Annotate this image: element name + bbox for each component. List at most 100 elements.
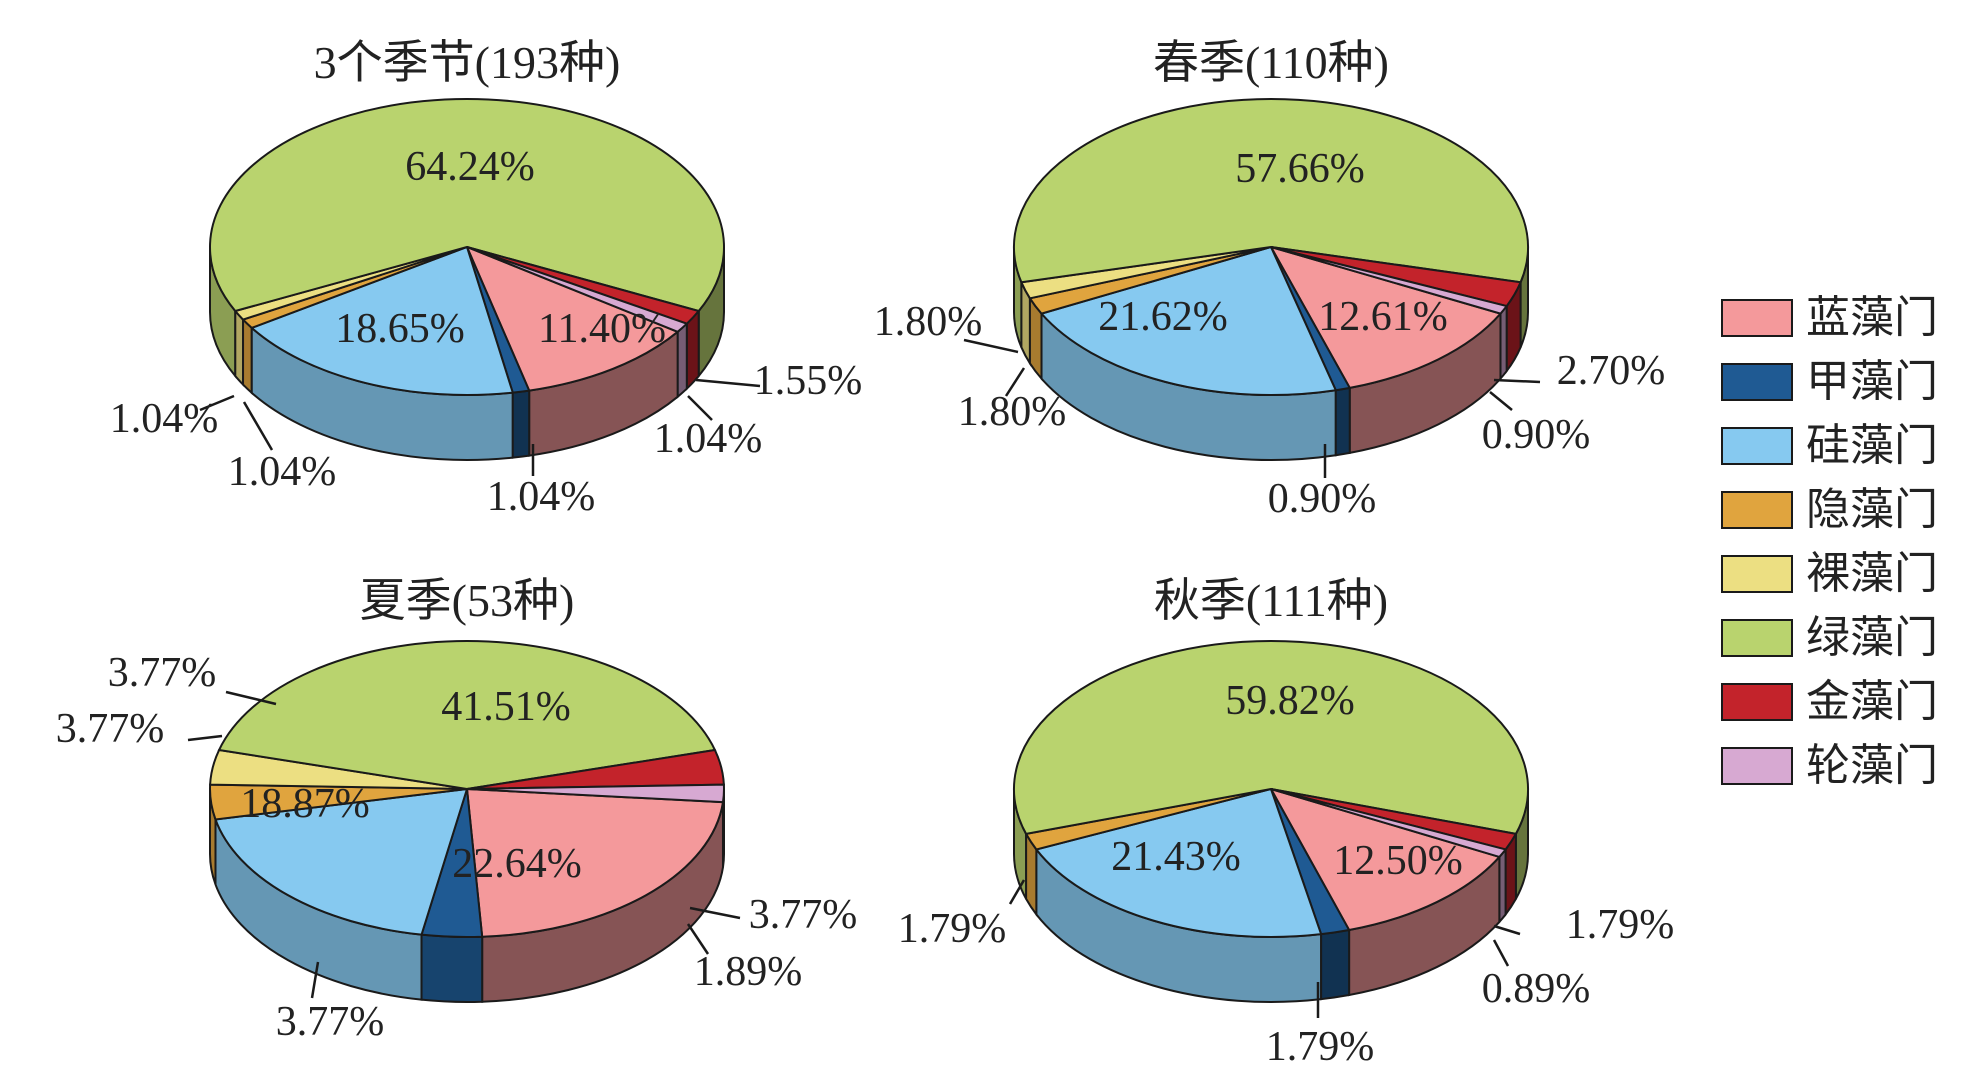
data-label: 59.82% <box>1225 678 1355 724</box>
leader-line <box>1493 378 1541 384</box>
data-label: 3.77% <box>56 706 165 752</box>
legend-swatch <box>1721 747 1793 785</box>
data-label: 3.77% <box>749 892 858 938</box>
pie-slice-slice-7 <box>466 783 725 804</box>
chart-title: 夏季(53种) <box>360 575 575 626</box>
chart-title: 3个季节(193种) <box>314 37 621 88</box>
pie-wall-slice-4 <box>234 308 245 388</box>
legend-swatch <box>1721 683 1793 721</box>
pie-slice-slice-7 <box>466 246 689 333</box>
pie-slice-slice-2 <box>249 245 515 396</box>
pie-wall-slice-1 <box>420 933 484 1003</box>
data-label: 0.89% <box>1482 966 1591 1012</box>
legend-item: 蓝藻门 <box>1721 292 1938 343</box>
pie-wall-slice-1 <box>1320 928 1351 1001</box>
legend-label: 蓝藻门 <box>1806 292 1938 343</box>
leader-line <box>695 378 761 388</box>
data-label: 0.90% <box>1268 476 1377 522</box>
data-label: 22.64% <box>452 841 582 887</box>
legend-label: 硅藻门 <box>1806 420 1938 471</box>
data-label: 1.89% <box>694 949 803 995</box>
data-label: 64.24% <box>405 144 535 190</box>
pie-slice-slice-5 <box>217 640 717 791</box>
data-label: 1.79% <box>898 906 1007 952</box>
data-label: 57.66% <box>1235 146 1365 192</box>
legend-item: 隐藻门 <box>1721 484 1938 535</box>
pie-slice-slice-7 <box>1270 246 1509 315</box>
leader-line <box>187 734 223 742</box>
leader-line <box>242 401 274 451</box>
data-label: 18.65% <box>335 306 465 352</box>
pie-wall-slice-7 <box>676 321 688 399</box>
leader-line <box>225 690 277 706</box>
legend-label: 轮藻门 <box>1806 740 1938 791</box>
legend-label: 金藻门 <box>1806 676 1938 727</box>
pie-wall-slice-3 <box>242 317 253 396</box>
data-label: 3.77% <box>108 650 217 696</box>
data-label: 1.04% <box>110 396 219 442</box>
data-label: 12.50% <box>1333 838 1463 884</box>
legend-label: 甲藻门 <box>1806 356 1938 407</box>
data-label: 1.80% <box>874 299 983 345</box>
data-label: 1.04% <box>654 416 763 462</box>
legend-swatch <box>1721 363 1793 401</box>
leader-line <box>689 906 741 920</box>
legend-label: 绿藻门 <box>1806 612 1938 663</box>
data-label: 3.77% <box>276 999 385 1045</box>
pie-slice-slice-5 <box>1013 97 1529 284</box>
pie-wall-slice-1 <box>1334 386 1351 457</box>
legend-item: 绿藻门 <box>1721 612 1938 663</box>
leader-line <box>1492 939 1510 967</box>
charts-layer: 3个季节(193种)64.24%11.40%18.65%1.55%1.04%1.… <box>56 37 1675 1070</box>
leader-line <box>1493 924 1521 936</box>
legend-item: 裸藻门 <box>1721 548 1938 599</box>
chart-title: 春季(110种) <box>1153 37 1389 88</box>
leader-line <box>963 338 1019 354</box>
data-label: 18.87% <box>240 781 370 827</box>
legend-label: 裸藻门 <box>1806 548 1938 599</box>
data-label: 1.04% <box>228 449 337 495</box>
pie-slice-slice-2 <box>1034 787 1323 938</box>
leader-line <box>1489 391 1513 411</box>
chart-title: 秋季(111种) <box>1154 575 1388 626</box>
pie-slice-slice-0 <box>1268 787 1502 932</box>
legend-swatch <box>1721 619 1793 657</box>
pie-chart-3: 夏季(53种) 41.51% 22.64% 18.87% 3.77% 1.89% 3.77%… <box>56 575 858 1045</box>
legend-swatch <box>1721 299 1793 337</box>
data-label: 1.79% <box>1566 902 1675 948</box>
pie-slice-slice-2 <box>214 787 469 936</box>
leader-line <box>1008 879 1026 905</box>
pie-slice-slice-0 <box>465 245 680 392</box>
pie-chart-2: 春季(110种) 57.66% 12.61% 21.62% 2.70% 0.90% 0.90… <box>874 37 1666 522</box>
pie-chart-4: 秋季(111种) 59.82% 12.50% 21.43% 1.79% 0.89% 1.79… <box>898 575 1675 1070</box>
leader-line <box>687 395 713 421</box>
data-label: 1.04% <box>487 474 596 520</box>
data-label: 41.51% <box>441 684 571 730</box>
legend-label: 隐藻门 <box>1806 484 1938 535</box>
leader-line <box>199 394 235 412</box>
legend-swatch <box>1721 427 1793 465</box>
legend-item: 甲藻门 <box>1721 356 1938 407</box>
leader-line <box>1004 367 1026 397</box>
legend-item: 轮藻门 <box>1721 740 1938 791</box>
data-label: 0.90% <box>1482 412 1591 458</box>
data-label: 1.79% <box>1266 1024 1375 1070</box>
pie-slice-slice-0 <box>465 787 725 938</box>
leader-line <box>310 961 320 999</box>
data-label: 21.62% <box>1098 294 1228 340</box>
pie-wall-slice-1 <box>511 389 531 459</box>
pie-slice-slice-2 <box>1039 245 1338 396</box>
pie-slice-slice-6 <box>1270 788 1508 859</box>
pie-slice-slice-4 <box>1013 640 1529 836</box>
legend-swatch <box>1721 555 1793 593</box>
data-label: 12.61% <box>1318 294 1448 340</box>
data-label: 21.43% <box>1111 834 1241 880</box>
legend-swatch <box>1721 491 1793 529</box>
legend-item: 硅藻门 <box>1721 420 1938 471</box>
data-label: 1.80% <box>958 389 1067 435</box>
data-label: 11.40% <box>538 306 666 352</box>
leader-line <box>686 923 710 955</box>
data-label: 1.55% <box>754 358 863 404</box>
